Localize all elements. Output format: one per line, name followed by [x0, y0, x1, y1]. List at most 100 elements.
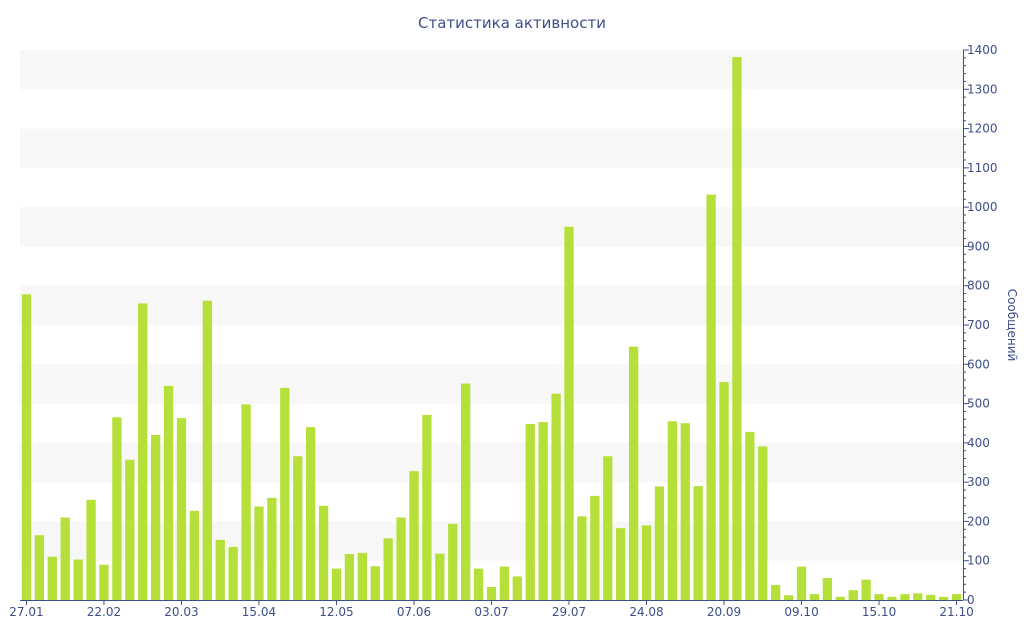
bar[interactable]: [396, 517, 406, 601]
bar[interactable]: [228, 546, 238, 600]
bar[interactable]: [551, 393, 561, 600]
bar[interactable]: [667, 421, 677, 600]
x-axis: 27.01 22.02 20.03 15.04 12.05 07.06 03.07 29.07…: [9, 600, 974, 619]
bar[interactable]: [112, 417, 122, 600]
bar[interactable]: [73, 559, 83, 600]
x-tick-label: 07.06: [397, 605, 431, 619]
bar[interactable]: [150, 435, 161, 600]
bar[interactable]: [21, 294, 32, 600]
bar[interactable]: [215, 539, 225, 600]
bar[interactable]: [680, 423, 690, 600]
bar[interactable]: [422, 414, 432, 600]
x-tick-label: 21.10: [939, 605, 973, 619]
bar[interactable]: [357, 552, 367, 600]
bar[interactable]: [383, 538, 393, 600]
bar[interactable]: [693, 486, 703, 600]
bar[interactable]: [60, 517, 70, 601]
bar[interactable]: [99, 564, 109, 600]
bar[interactable]: [138, 303, 148, 600]
x-tick-label: 15.10: [862, 605, 896, 619]
bar[interactable]: [758, 446, 768, 600]
bar[interactable]: [732, 57, 742, 601]
y-tick-label: 700: [967, 318, 990, 332]
bar[interactable]: [938, 596, 949, 600]
bar[interactable]: [835, 596, 845, 600]
bar[interactable]: [616, 528, 626, 600]
bar[interactable]: [280, 387, 290, 600]
bars: [21, 57, 962, 601]
bar[interactable]: [887, 596, 897, 600]
bar[interactable]: [125, 459, 135, 600]
bar[interactable]: [409, 471, 419, 600]
y-tick-label: 300: [967, 475, 990, 489]
bar[interactable]: [745, 431, 755, 600]
bar[interactable]: [577, 516, 587, 600]
bar[interactable]: [435, 553, 445, 600]
bar[interactable]: [913, 593, 923, 600]
bar[interactable]: [848, 590, 858, 600]
x-tick-label: 15.04: [242, 605, 276, 619]
x-tick-label: 03.07: [474, 605, 508, 619]
y-tick-label: 600: [967, 357, 990, 371]
bar[interactable]: [293, 456, 303, 600]
x-tick-label: 20.03: [164, 605, 198, 619]
bar[interactable]: [176, 418, 187, 600]
y-tick-label: 200: [967, 514, 990, 528]
bar[interactable]: [926, 594, 936, 600]
bar[interactable]: [809, 594, 820, 600]
bar[interactable]: [525, 424, 535, 600]
bar[interactable]: [706, 194, 716, 601]
bar[interactable]: [461, 383, 471, 600]
y-tick-label: 1300: [967, 82, 998, 96]
bar[interactable]: [486, 587, 497, 600]
grid-band: [20, 207, 963, 247]
bar[interactable]: [306, 427, 316, 600]
bar[interactable]: [641, 525, 652, 600]
bar[interactable]: [783, 595, 794, 600]
bar[interactable]: [512, 576, 522, 600]
bar[interactable]: [771, 585, 781, 600]
bar[interactable]: [86, 499, 96, 600]
bar[interactable]: [344, 554, 355, 600]
bar[interactable]: [202, 300, 212, 600]
bar[interactable]: [951, 594, 962, 600]
bar[interactable]: [47, 556, 57, 600]
bar[interactable]: [564, 226, 574, 601]
bar[interactable]: [719, 381, 729, 600]
x-tick-label: 29.07: [552, 605, 586, 619]
bar[interactable]: [267, 497, 277, 600]
bar[interactable]: [34, 535, 45, 600]
grid-band: [20, 442, 963, 483]
bar[interactable]: [254, 506, 264, 601]
bar[interactable]: [538, 422, 548, 600]
bar[interactable]: [874, 594, 884, 600]
bar[interactable]: [370, 566, 380, 600]
bar[interactable]: [189, 510, 200, 600]
bar[interactable]: [590, 495, 600, 600]
y-tick-label: 100: [967, 554, 990, 568]
y-axis-title: Сообщений: [1005, 289, 1019, 362]
x-tick-label: 22.02: [87, 605, 121, 619]
bar[interactable]: [448, 523, 458, 600]
bar[interactable]: [318, 505, 329, 600]
bar[interactable]: [603, 456, 613, 600]
bar[interactable]: [331, 568, 342, 600]
grid-band: [20, 128, 963, 168]
bar[interactable]: [628, 346, 639, 600]
bar[interactable]: [241, 404, 251, 600]
bar[interactable]: [473, 568, 484, 600]
bar[interactable]: [900, 594, 910, 600]
bar[interactable]: [822, 578, 833, 600]
chart-title: Статистика активности: [418, 14, 606, 32]
x-tick-label: 12.05: [319, 605, 353, 619]
bar[interactable]: [796, 566, 807, 600]
y-tick-label: 1100: [967, 161, 998, 175]
bar[interactable]: [163, 385, 174, 600]
bar[interactable]: [654, 486, 665, 600]
y-tick-label: 1000: [967, 200, 998, 214]
x-tick-label: 20.09: [707, 605, 741, 619]
bar[interactable]: [861, 579, 871, 600]
bar[interactable]: [499, 566, 510, 600]
y-tick-label: 1200: [967, 122, 998, 136]
